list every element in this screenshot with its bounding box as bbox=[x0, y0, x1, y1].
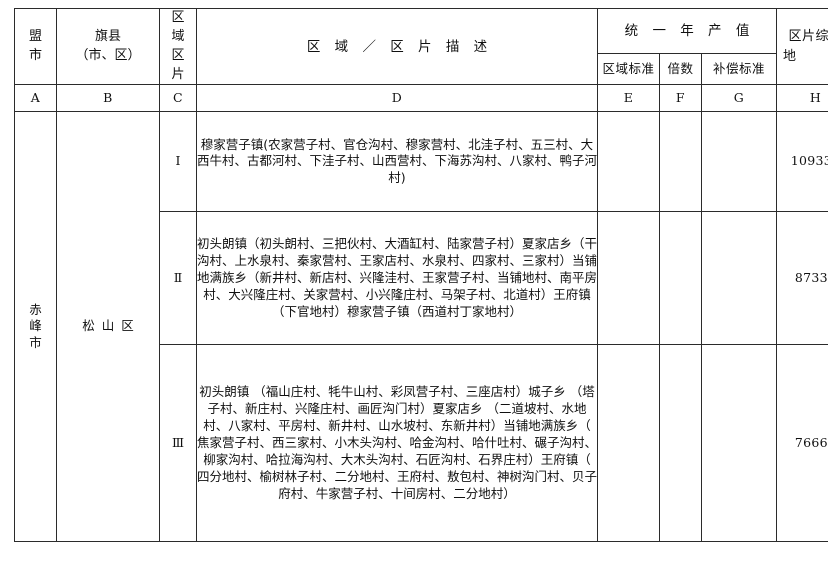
cell-description: 初头朗镇（初头朗村、三把伙村、大酒缸村、陆家营子村）夏家店乡（干沟村、上水泉村、… bbox=[197, 212, 598, 345]
meng-shi-char-1: 赤 bbox=[15, 302, 56, 319]
letter-b: B bbox=[57, 85, 160, 112]
header-qu-yu-qu-pian: 区 域 区 片 bbox=[160, 9, 197, 85]
header-row-top: 盟 市 旗县 （市、区） 区 域 区 片 区 域 ／ 区 片 描 述 统 一 bbox=[15, 9, 828, 36]
header-description: 区 域 ／ 区 片 描 述 bbox=[197, 9, 598, 85]
cell-area-standard bbox=[598, 112, 660, 212]
cell-comprehensive-price: 87333 bbox=[777, 212, 828, 345]
letter-g: G bbox=[702, 85, 777, 112]
document-page: 盟 市 旗县 （市、区） 区 域 区 片 区 域 ／ 区 片 描 述 统 一 bbox=[0, 8, 828, 580]
header-area-standard: 区域标准 bbox=[598, 54, 660, 85]
header-meng-shi-line-2: 市 bbox=[15, 47, 56, 66]
header-qu-yu-qu-pian-line-3: 区 bbox=[160, 47, 196, 66]
header-qu-yu-qu-pian-line-2: 域 bbox=[160, 28, 196, 47]
header-qu-yu-qu-pian-line-4: 片 bbox=[160, 66, 196, 85]
cell-compensation-standard bbox=[702, 345, 777, 542]
letter-d: D bbox=[197, 85, 598, 112]
cell-compensation-standard bbox=[702, 112, 777, 212]
letter-c: C bbox=[160, 85, 197, 112]
cell-meng-shi: 赤 峰 市 bbox=[15, 112, 57, 542]
meng-shi-char-3: 市 bbox=[15, 335, 56, 352]
header-comprehensive-price: 区片综合 地 价 bbox=[777, 9, 828, 85]
header-comprehensive-price-line-1: 区片综合 bbox=[777, 27, 828, 47]
letter-e: E bbox=[598, 85, 660, 112]
header-qu-yu-qu-pian-line-1: 区 bbox=[160, 9, 196, 28]
cell-description: 初头朗镇 （福山庄村、牦牛山村、彩凤营子村、三座店村）城子乡 （塔子村、新庄村、… bbox=[197, 345, 598, 542]
column-letter-row: A B C D E F G H I J K L bbox=[15, 85, 828, 112]
header-qi-xian: 旗县 （市、区） bbox=[57, 9, 160, 85]
cell-multiplier bbox=[660, 345, 702, 542]
cell-multiplier bbox=[660, 112, 702, 212]
land-price-table: 盟 市 旗县 （市、区） 区 域 区 片 区 域 ／ 区 片 描 述 统 一 bbox=[14, 8, 828, 542]
meng-shi-char-2: 峰 bbox=[15, 318, 56, 335]
letter-a: A bbox=[15, 85, 57, 112]
header-comprehensive-price-line-2a: 地 bbox=[783, 47, 797, 67]
letter-h: H bbox=[777, 85, 828, 112]
cell-area-standard bbox=[598, 212, 660, 345]
header-compensation-standard: 补偿标准 bbox=[702, 54, 777, 85]
header-meng-shi-line-1: 盟 bbox=[15, 28, 56, 47]
cell-zone: Ⅱ bbox=[160, 212, 197, 345]
cell-comprehensive-price: 109333 bbox=[777, 112, 828, 212]
letter-f: F bbox=[660, 85, 702, 112]
cell-description: 穆家营子镇(农家营子村、官仓沟村、穆家营村、北洼子村、五三村、大西牛村、古都河村… bbox=[197, 112, 598, 212]
header-qi-xian-line-1: 旗县 bbox=[57, 28, 159, 47]
table-row: 赤 峰 市 松山区 Ⅰ 穆家营子镇(农家营子村、官仓沟村、穆家营村、北洼子村、五… bbox=[15, 112, 828, 212]
header-multiplier: 倍数 bbox=[660, 54, 702, 85]
cell-comprehensive-price: 76667 bbox=[777, 345, 828, 542]
cell-qi-xian: 松山区 bbox=[57, 112, 160, 542]
cell-multiplier bbox=[660, 212, 702, 345]
cell-compensation-standard bbox=[702, 212, 777, 345]
cell-zone: Ⅲ bbox=[160, 345, 197, 542]
header-qi-xian-line-2: （市、区） bbox=[57, 47, 159, 66]
cell-area-standard bbox=[598, 345, 660, 542]
header-group-annual-output: 统 一 年 产 值 bbox=[598, 9, 777, 54]
header-meng-shi: 盟 市 bbox=[15, 9, 57, 85]
cell-zone: Ⅰ bbox=[160, 112, 197, 212]
